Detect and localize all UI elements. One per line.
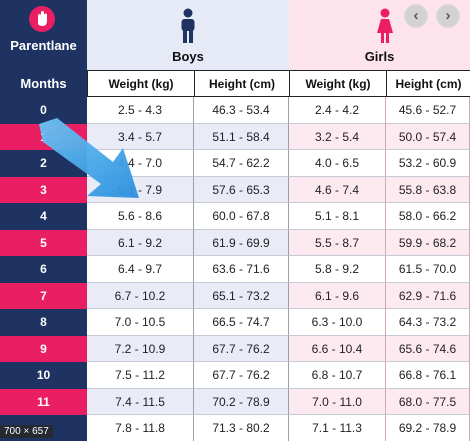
table-cell: 5.8 - 9.2 bbox=[289, 256, 386, 283]
table-cell: 65.6 - 74.6 bbox=[386, 335, 470, 362]
table-cell: 71.3 - 80.2 bbox=[194, 415, 289, 441]
table-cell: 66.8 - 76.1 bbox=[386, 362, 470, 389]
table-cell: 6.6 - 10.4 bbox=[289, 335, 386, 362]
table-cell: 5.1 - 8.1 bbox=[289, 203, 386, 230]
table-cell: 6.1 - 9.6 bbox=[289, 282, 386, 309]
chevron-left-icon[interactable]: ‹ bbox=[405, 5, 427, 27]
table-cell: 57.6 - 65.3 bbox=[194, 176, 289, 203]
parentlane-logo: Parentlane bbox=[0, 0, 87, 70]
table-cell: 7.5 - 11.2 bbox=[87, 362, 194, 389]
table-cell: 69.2 - 78.9 bbox=[386, 415, 470, 441]
table-cell: 3.4 - 5.7 bbox=[87, 123, 194, 150]
boys-height-header: Height (cm) bbox=[194, 70, 289, 97]
table-cell: 7.0 - 11.0 bbox=[289, 388, 386, 415]
boys-weight-header: Weight (kg) bbox=[87, 70, 194, 97]
table-cell: 50.0 - 57.4 bbox=[386, 123, 470, 150]
table-cell: 4.0 - 6.5 bbox=[289, 150, 386, 177]
table-cell: 6.8 - 10.7 bbox=[289, 362, 386, 389]
table-cell: 2.4 - 4.2 bbox=[289, 97, 386, 124]
month-label: 8 bbox=[0, 309, 87, 336]
month-label: 4 bbox=[0, 203, 87, 230]
image-dimensions-badge: 700 × 657 bbox=[0, 425, 53, 438]
table-cell: 63.6 - 71.6 bbox=[194, 256, 289, 283]
table-cell: 61.5 - 70.0 bbox=[386, 256, 470, 283]
table-cell: 62.9 - 71.6 bbox=[386, 282, 470, 309]
table-cell: 66.5 - 74.7 bbox=[194, 309, 289, 336]
table-cell: 6.1 - 9.2 bbox=[87, 229, 194, 256]
table-cell: 3.2 - 5.4 bbox=[289, 123, 386, 150]
table-cell: 6.3 - 10.0 bbox=[289, 309, 386, 336]
table-cell: 5.5 - 8.7 bbox=[289, 229, 386, 256]
table-cell: 59.9 - 68.2 bbox=[386, 229, 470, 256]
boy-icon bbox=[181, 8, 195, 43]
month-label: 10 bbox=[0, 362, 87, 389]
table-cell: 53.2 - 60.9 bbox=[386, 150, 470, 177]
table-cell: 6.4 - 9.7 bbox=[87, 256, 194, 283]
boys-title: Boys bbox=[172, 49, 204, 64]
girls-weight-header: Weight (kg) bbox=[289, 70, 386, 97]
arrow-icon bbox=[39, 118, 139, 198]
parentlane-logo-icon bbox=[29, 6, 55, 32]
table-cell: 7.4 - 11.5 bbox=[87, 388, 194, 415]
table-cell: 4.6 - 7.4 bbox=[289, 176, 386, 203]
months-header: Months bbox=[20, 76, 67, 91]
chevron-right-icon[interactable]: › bbox=[437, 5, 459, 27]
table-cell: 45.6 - 52.7 bbox=[386, 97, 470, 124]
table-cell: 58.0 - 66.2 bbox=[386, 203, 470, 230]
month-label: 3 bbox=[0, 176, 87, 203]
table-cell: 2.5 - 4.3 bbox=[87, 97, 194, 124]
table-cell: 61.9 - 69.9 bbox=[194, 229, 289, 256]
girl-icon bbox=[377, 8, 393, 43]
table-cell: 68.0 - 77.5 bbox=[386, 388, 470, 415]
month-label: 7 bbox=[0, 282, 87, 309]
table-cell: 60.0 - 67.8 bbox=[194, 203, 289, 230]
girls-title: Girls bbox=[364, 49, 395, 64]
table-cell: 46.3 - 53.4 bbox=[194, 97, 289, 124]
table-cell: 7.8 - 11.8 bbox=[87, 415, 194, 441]
logo-text: Parentlane bbox=[10, 38, 77, 53]
table-cell: 51.1 - 58.4 bbox=[194, 123, 289, 150]
table-cell: 65.1 - 73.2 bbox=[194, 282, 289, 309]
table-cell: 67.7 - 76.2 bbox=[194, 362, 289, 389]
table-cell: 5.6 - 8.6 bbox=[87, 203, 194, 230]
table-cell: 67.7 - 76.2 bbox=[194, 335, 289, 362]
table-cell: 70.2 - 78.9 bbox=[194, 388, 289, 415]
table-cell: 7.2 - 10.9 bbox=[87, 335, 194, 362]
girls-height-header: Height (cm) bbox=[386, 70, 470, 97]
month-label: 5 bbox=[0, 229, 87, 256]
table-cell: 6.7 - 10.2 bbox=[87, 282, 194, 309]
month-label: 11 bbox=[0, 388, 87, 415]
table-cell: 64.3 - 73.2 bbox=[386, 309, 470, 336]
table-cell: 54.7 - 62.2 bbox=[194, 150, 289, 177]
month-label: 0 bbox=[0, 97, 87, 124]
table-cell: 7.0 - 10.5 bbox=[87, 309, 194, 336]
month-label: 9 bbox=[0, 335, 87, 362]
month-label: 6 bbox=[0, 256, 87, 283]
table-cell: 7.1 - 11.3 bbox=[289, 415, 386, 441]
table-cell: 55.8 - 63.8 bbox=[386, 176, 470, 203]
boys-header: Boys bbox=[87, 0, 289, 70]
